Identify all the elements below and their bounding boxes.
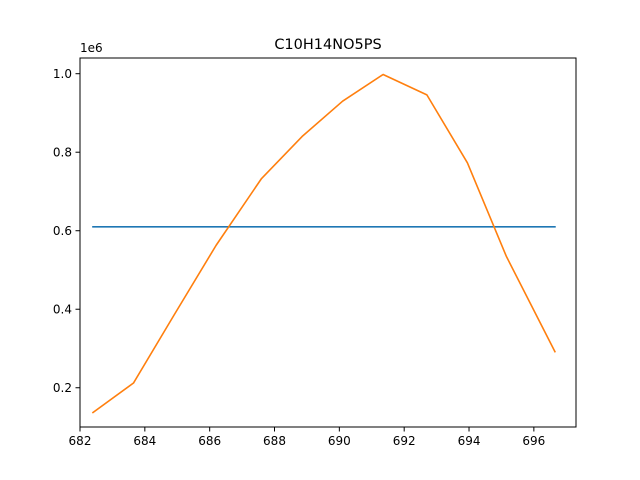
x-axis: 682 684 686 688 690 692 694 696 [69,427,545,448]
x-tick-label: 688 [263,434,286,448]
y-tick-label: 0.4 [53,303,72,317]
chart-title: C10H14NO5PS [274,37,381,53]
y-tick-label: 0.6 [53,224,72,238]
y-tick-label: 0.8 [53,146,72,160]
x-tick-label: 694 [458,434,481,448]
x-tick-label: 696 [522,434,545,448]
x-tick-label: 682 [69,434,92,448]
x-tick-label: 690 [328,434,351,448]
x-tick-label: 684 [133,434,156,448]
series-line [91,73,557,414]
y-axis: 0.2 0.4 0.6 0.8 1.0 [53,67,80,395]
x-tick-label: 686 [198,434,221,448]
plot-frame [79,57,577,428]
x-tick-label: 692 [393,434,416,448]
y-tick-label: 1.0 [53,67,72,81]
series-layer [91,73,557,414]
y-tick-label: 0.2 [53,381,72,395]
series-2 [91,73,557,414]
y-offset-label: 1e6 [80,41,103,55]
